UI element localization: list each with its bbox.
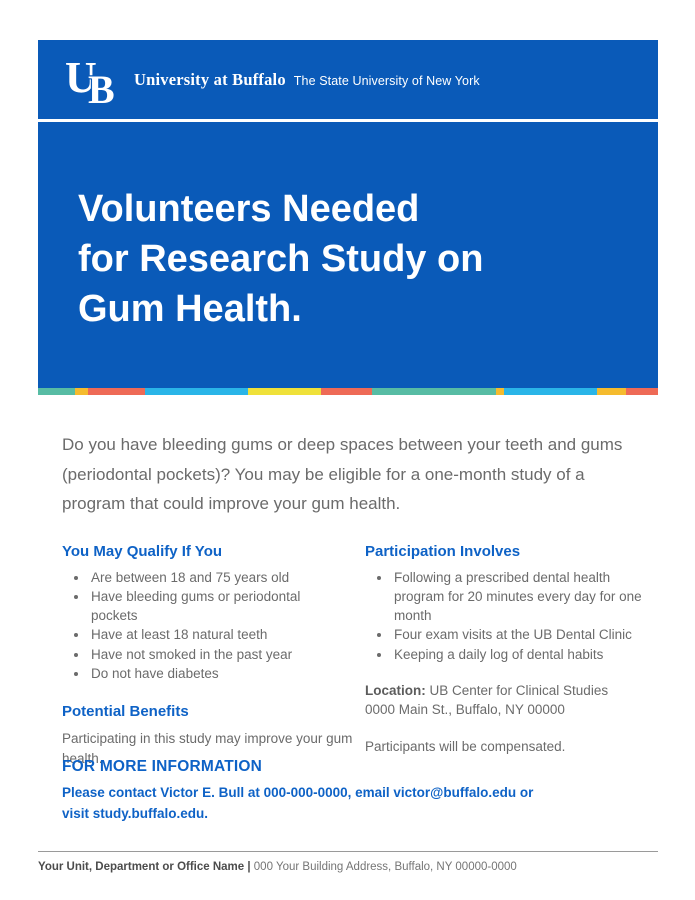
header-divider <box>38 119 658 122</box>
ub-header-bar: U B University at Buffalo The State Univ… <box>38 40 658 119</box>
ub-logo-icon: U B <box>65 55 116 105</box>
location-block: Location: UB Center for Clinical Studies… <box>365 681 635 720</box>
footer: Your Unit, Department or Office Name | 0… <box>38 851 658 875</box>
brand-wordmark-group: University at Buffalo The State Universi… <box>134 70 480 90</box>
stripe-segment <box>145 388 249 395</box>
stripe-segment <box>38 388 76 395</box>
ub-logo-letter-u: U <box>65 55 97 102</box>
stripe-segment <box>503 388 597 395</box>
stripe-segment <box>75 388 89 395</box>
ub-logo-letter-b: B <box>88 67 115 105</box>
footer-address: 000 Your Building Address, Buffalo, NY 0… <box>250 861 517 873</box>
qualify-heading: You May Qualify If You <box>62 542 223 560</box>
intro-paragraph: Do you have bleeding gums or deep spaces… <box>62 435 623 513</box>
compensation-note: Participants will be compensated. <box>365 738 566 754</box>
stripe-segment <box>248 388 322 395</box>
qualify-item: Have not smoked in the past year <box>89 645 314 664</box>
two-column-section: You May Qualify If You Are between 18 an… <box>62 543 642 768</box>
qualify-item: Have at least 18 natural teeth <box>89 625 314 644</box>
location-value: UB Center for Clinical Studies <box>425 682 609 698</box>
qualify-item: Do not have diabetes <box>89 664 314 683</box>
accent-stripe <box>38 388 658 395</box>
participation-item: Four exam visits at the UB Dental Clinic <box>392 625 642 644</box>
brand-wordmark: University at Buffalo <box>134 69 286 89</box>
hero-title-line-3: Gum Health. <box>78 288 302 330</box>
more-info-section: FOR MORE INFORMATION Please contact Vict… <box>62 758 533 824</box>
location-address: 0000 Main St., Buffalo, NY 00000 <box>365 702 565 718</box>
participation-list: Following a prescribed dental health pro… <box>365 568 642 664</box>
participation-column: Participation Involves Following a presc… <box>365 543 642 768</box>
more-info-line-2: visit study.buffalo.edu. <box>62 805 209 821</box>
hero-title-line-2: for Research Study on <box>78 238 484 280</box>
masthead-block: U B University at Buffalo The State Univ… <box>38 40 658 395</box>
flyer-body: Do you have bleeding gums or deep spaces… <box>62 430 642 768</box>
participation-item: Keeping a daily log of dental habits <box>392 645 642 664</box>
hero-panel: Volunteers Needed for Research Study on … <box>38 122 658 388</box>
qualify-list: Are between 18 and 75 years old Have ble… <box>62 568 365 684</box>
benefits-heading: Potential Benefits <box>62 703 189 721</box>
stripe-segment <box>371 388 496 395</box>
footer-unit-name: Your Unit, Department or Office Name | <box>38 861 251 873</box>
brand-tagline: The State University of New York <box>293 73 480 88</box>
qualify-column: You May Qualify If You Are between 18 an… <box>62 543 365 768</box>
stripe-segment <box>495 388 504 395</box>
more-info-line-1: Please contact Victor E. Bull at 000-000… <box>62 785 534 800</box>
stripe-segment <box>88 388 146 395</box>
location-label: Location: <box>365 682 426 698</box>
more-info-heading: FOR MORE INFORMATION <box>62 758 263 775</box>
qualify-item: Have bleeding gums or periodontal pocket… <box>89 587 314 626</box>
participation-item: Following a prescribed dental health pro… <box>392 568 642 626</box>
stripe-segment <box>321 388 372 395</box>
stripe-segment <box>626 388 658 395</box>
page-title: Volunteers Needed for Research Study on … <box>78 184 658 334</box>
qualify-item: Are between 18 and 75 years old <box>89 568 314 587</box>
stripe-segment <box>596 388 627 395</box>
benefits-text: Participating in this study may improve … <box>62 731 353 766</box>
participation-heading: Participation Involves <box>365 542 521 560</box>
hero-title-line-1: Volunteers Needed <box>78 188 420 230</box>
more-info-body: Please contact Victor E. Bull at 000-000… <box>62 783 533 824</box>
